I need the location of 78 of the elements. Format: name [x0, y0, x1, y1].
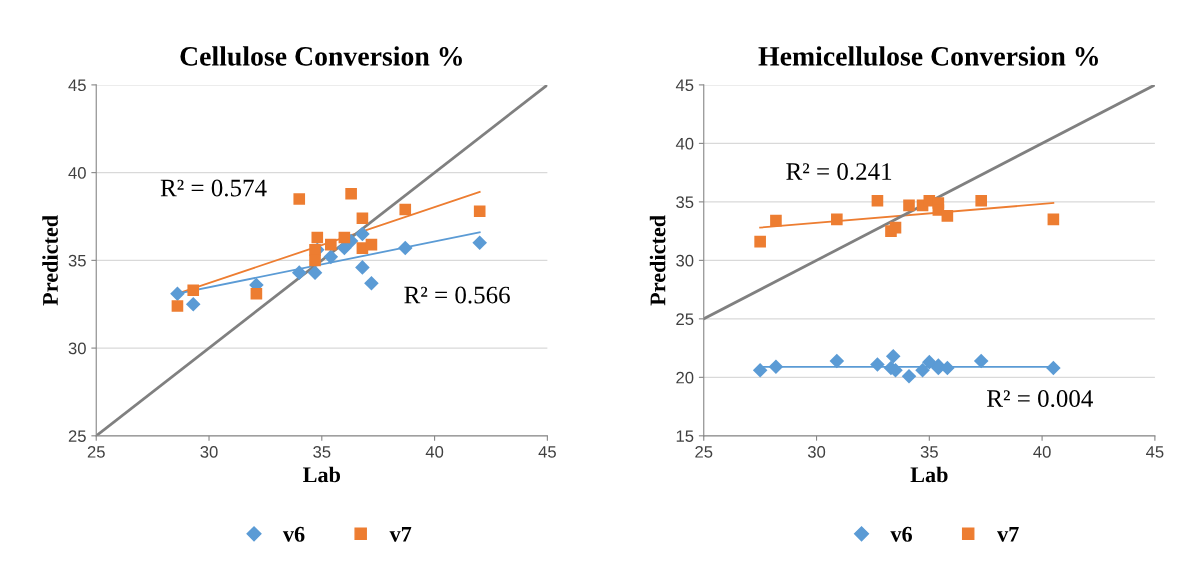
point: [831, 213, 843, 226]
legend-label: v7: [389, 527, 412, 542]
y-tick-label: 35: [68, 254, 86, 267]
point: [325, 238, 337, 251]
x-tick-label: 30: [807, 445, 826, 458]
point: [364, 275, 379, 291]
point: [399, 203, 412, 216]
point: [975, 194, 988, 207]
point: [903, 199, 915, 212]
annotation: R² = 0.004: [987, 390, 1093, 408]
point: [250, 287, 263, 300]
y-tick-label: 35: [676, 196, 694, 209]
point: [311, 231, 324, 244]
point: [941, 210, 954, 222]
point: [356, 212, 369, 225]
x-tick-label: 40: [1033, 445, 1051, 458]
point: [309, 254, 321, 267]
point: [973, 353, 989, 369]
point: [829, 353, 845, 369]
annotation: R² = 0.566: [404, 286, 510, 304]
annotation: R² = 0.241: [786, 163, 892, 181]
y-tick-label: 40: [675, 137, 694, 150]
x-axis-title: Lab: [910, 466, 948, 483]
x-tick-label: 45: [538, 446, 556, 458]
point: [185, 296, 201, 312]
y-tick-label: 25: [676, 313, 694, 326]
x-axis-title: Lab: [303, 466, 341, 483]
y-axis-title: Predicted: [649, 215, 666, 306]
point: [171, 300, 184, 312]
x-tick-label: 25: [695, 445, 713, 458]
point: [1047, 213, 1060, 226]
y-tick-label: 20: [676, 371, 694, 384]
y-tick-label: 45: [68, 79, 86, 92]
x-tick-label: 35: [920, 445, 938, 458]
point: [355, 226, 370, 242]
point: [473, 205, 486, 218]
annotation: R² = 0.574: [160, 179, 267, 197]
point: [397, 240, 413, 256]
x-tick-label: 25: [87, 445, 105, 458]
y-tick-label: 30: [676, 254, 694, 267]
point: [187, 284, 200, 296]
x-tick-label: 30: [200, 445, 218, 458]
point: [307, 265, 323, 280]
point: [1046, 360, 1061, 376]
y-tick-label: 40: [68, 167, 86, 179]
point: [768, 359, 784, 375]
legend-label: v7: [997, 527, 1019, 542]
y-tick-label: 15: [676, 430, 694, 443]
point: [901, 368, 917, 384]
point: [323, 249, 339, 265]
point: [365, 238, 378, 251]
point: [472, 235, 487, 251]
x-tick-label: 35: [313, 445, 331, 458]
y-tick-label: 25: [68, 430, 86, 443]
point: [291, 265, 307, 280]
x-tick-label: 40: [425, 445, 444, 458]
chart-title: Hemicellulose Conversion %: [758, 46, 1098, 66]
point: [338, 231, 351, 244]
point: [915, 363, 930, 378]
point: [871, 194, 884, 207]
legend-label: v6: [282, 526, 305, 542]
point: [770, 214, 782, 227]
point: [754, 235, 766, 248]
y-axis-title: Predicted: [42, 215, 58, 306]
point: [870, 357, 885, 372]
point: [889, 221, 902, 234]
x-tick-label: 45: [1145, 446, 1164, 458]
point: [309, 244, 321, 256]
chart-title: Cellulose Conversion %: [180, 46, 462, 66]
point: [752, 363, 768, 378]
point: [345, 187, 357, 200]
point: [885, 348, 901, 364]
legend-label: v6: [890, 526, 912, 542]
y-tick-label: 30: [68, 342, 86, 355]
point: [355, 260, 370, 275]
point: [293, 193, 306, 205]
y-tick-label: 45: [675, 79, 694, 92]
point: [170, 286, 185, 301]
